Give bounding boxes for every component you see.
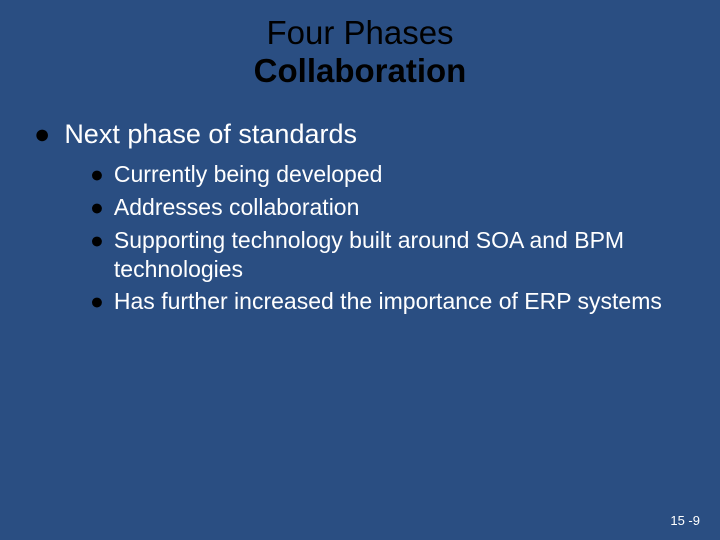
bullet-level1: ● Next phase of standards	[34, 118, 686, 150]
bullet-icon: ●	[34, 118, 50, 150]
bullet-icon: ●	[90, 226, 104, 255]
level2-text: Currently being developed	[114, 160, 383, 189]
title-line-1: Four Phases	[0, 14, 720, 52]
level2-text: Has further increased the importance of …	[114, 287, 662, 316]
page-number: 15 -9	[670, 513, 700, 528]
bullet-icon: ●	[90, 193, 104, 222]
bullet-level2: ● Has further increased the importance o…	[90, 287, 686, 316]
slide-title-block: Four Phases Collaboration	[0, 0, 720, 90]
level2-list: ● Currently being developed ● Addresses …	[34, 160, 686, 316]
bullet-level2: ● Supporting technology built around SOA…	[90, 226, 686, 284]
bullet-level2: ● Currently being developed	[90, 160, 686, 189]
slide-content: ● Next phase of standards ● Currently be…	[0, 90, 720, 316]
bullet-level2: ● Addresses collaboration	[90, 193, 686, 222]
level2-text: Addresses collaboration	[114, 193, 359, 222]
level1-text: Next phase of standards	[64, 118, 357, 150]
bullet-icon: ●	[90, 160, 104, 189]
level2-text: Supporting technology built around SOA a…	[114, 226, 686, 284]
bullet-icon: ●	[90, 287, 104, 316]
title-line-2: Collaboration	[0, 52, 720, 90]
